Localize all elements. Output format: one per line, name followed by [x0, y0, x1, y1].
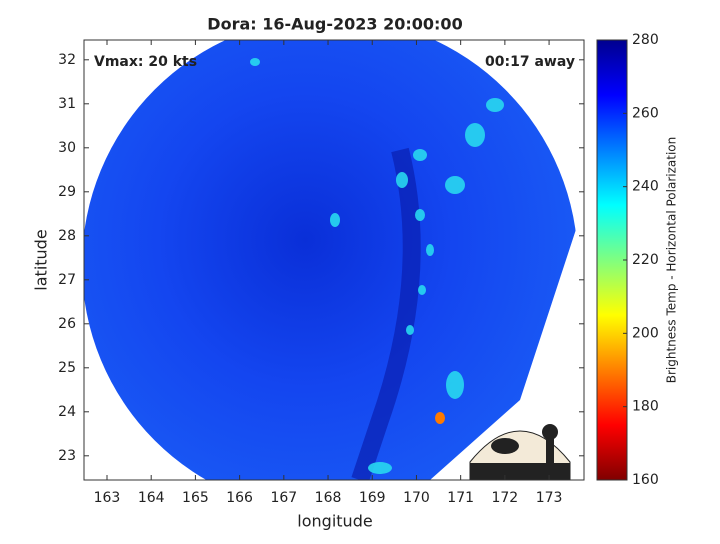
y-tick-label: 29 — [58, 184, 76, 200]
colorbar-tick-label: 220 — [632, 252, 659, 268]
swath — [84, 40, 578, 480]
x-tick-label: 163 — [94, 490, 121, 506]
x-tick-label: 169 — [359, 490, 386, 506]
colorbar-tick-label: 160 — [632, 472, 659, 488]
chart-title: Dora: 16-Aug-2023 20:00:00 — [207, 15, 462, 34]
colorbar-tick-label: 200 — [632, 325, 659, 341]
axes-box — [83, 39, 585, 481]
colorbar-tick-label: 180 — [632, 399, 659, 415]
y-tick-label: 24 — [58, 404, 76, 420]
y-tick-label: 25 — [58, 360, 76, 376]
y-tick-label: 30 — [58, 140, 76, 156]
x-tick-label: 170 — [403, 490, 430, 506]
x-tick-label: 173 — [536, 490, 563, 506]
x-tick-label: 165 — [182, 490, 209, 506]
annotation: Vmax: 20 kts — [94, 54, 197, 70]
y-tick-label: 27 — [58, 272, 76, 288]
y-tick-label: 32 — [58, 52, 76, 68]
colorbar-tick-label: 280 — [632, 32, 659, 48]
colorbar-tick-label: 240 — [632, 179, 659, 195]
x-tick-label: 171 — [447, 490, 474, 506]
annotation: 00:17 away — [485, 54, 575, 70]
y-tick-label: 28 — [58, 228, 76, 244]
y-axis-label: latitude — [32, 229, 51, 290]
y-tick-label: 31 — [58, 96, 76, 112]
cimss-logo — [469, 424, 571, 481]
y-tick-label: 23 — [58, 448, 76, 464]
x-tick-label: 167 — [270, 490, 297, 506]
x-tick-label: 164 — [138, 490, 165, 506]
colorbar — [596, 39, 628, 481]
x-axis-label: longitude — [297, 512, 372, 531]
y-tick-label: 26 — [58, 316, 76, 332]
x-tick-label: 166 — [226, 490, 253, 506]
colorbar-label: Brightness Temp - Horizontal Polarizatio… — [665, 137, 679, 384]
x-tick-label: 172 — [491, 490, 518, 506]
x-tick-label: 168 — [315, 490, 342, 506]
colorbar-tick-label: 260 — [632, 105, 659, 121]
